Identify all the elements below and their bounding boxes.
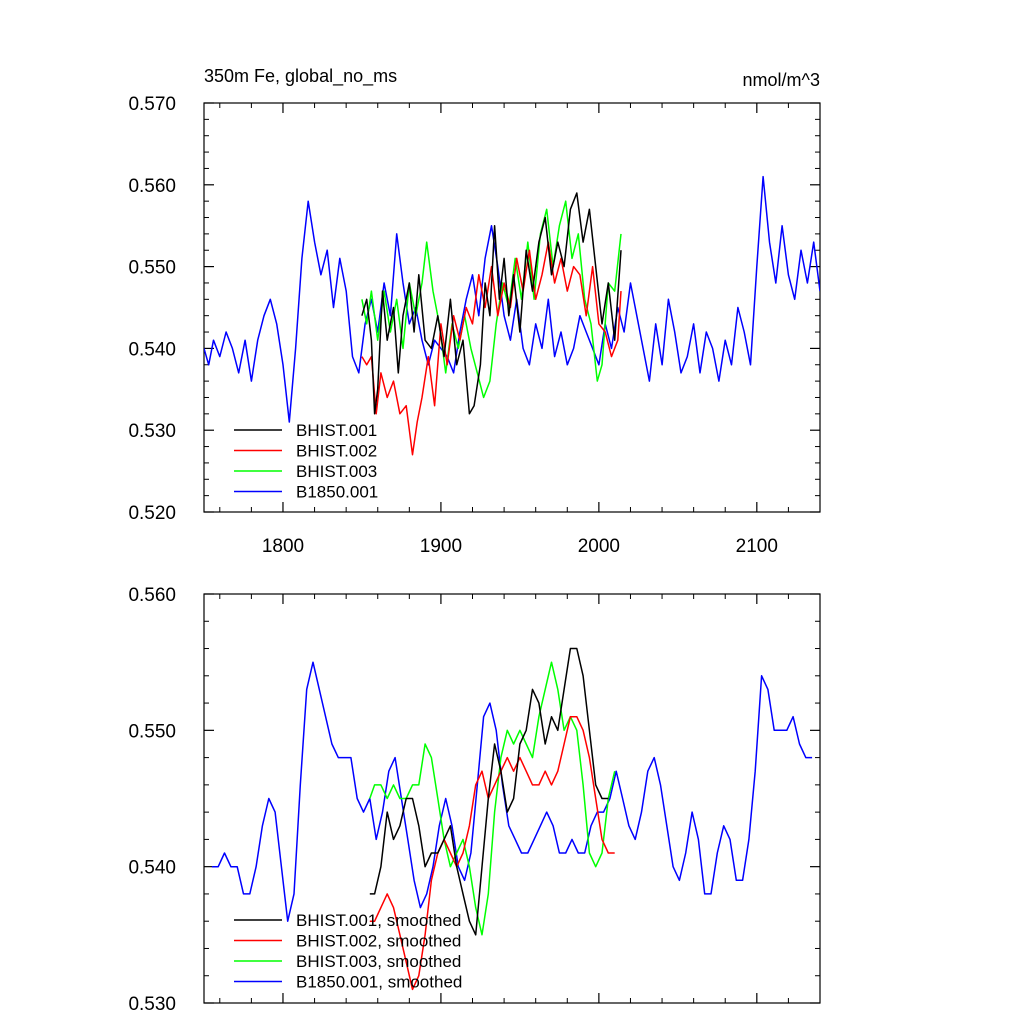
y-tick-label: 0.520	[128, 503, 176, 524]
y-tick-label: 0.570	[128, 94, 176, 115]
legend-label: BHIST.001	[296, 421, 377, 440]
plot-frame	[203, 593, 821, 1004]
series-line-bhist-001	[361, 192, 622, 415]
series-line-bhist-002	[361, 241, 622, 456]
x-tick-label: 2000	[578, 536, 620, 557]
legend-label: B1850.001, smoothed	[296, 973, 462, 992]
panel-top: 350m Fe, global_no_ms nmol/m^3 1800 1900 2…	[128, 66, 821, 557]
series-line-b1850-001	[204, 175, 820, 423]
panel-bottom: 0.530 0.540 0.550 0.560 BHIST.001, smoothed B…	[128, 585, 821, 1015]
legend-label: B1850.001	[296, 483, 378, 502]
plot-frame	[203, 102, 821, 513]
x-tick-label: 1800	[262, 536, 304, 557]
y-tick-label: 0.550	[128, 258, 176, 279]
y-tick-label: 0.530	[128, 994, 176, 1015]
legend-label: BHIST.003	[296, 462, 377, 481]
chart-title: 350m Fe, global_no_ms	[204, 66, 397, 87]
y-tick-label: 0.540	[128, 858, 176, 879]
x-tick-label: 2100	[736, 536, 778, 557]
units-label: nmol/m^3	[743, 70, 820, 90]
series-line-bhist-003-smoothed	[369, 661, 616, 936]
x-tick-label: 1900	[420, 536, 462, 557]
series-line-b1850-001-smoothed	[211, 661, 813, 922]
y-tick-label: 0.540	[128, 339, 176, 360]
series-line-bhist-003	[361, 200, 622, 399]
y-tick-label: 0.560	[128, 585, 176, 606]
legend-label: BHIST.002, smoothed	[296, 932, 461, 951]
legend-label: BHIST.001, smoothed	[296, 911, 461, 930]
y-tick-label: 0.560	[128, 176, 176, 197]
series-line-bhist-001-smoothed	[369, 647, 609, 936]
legend-label: BHIST.003, smoothed	[296, 952, 461, 971]
y-tick-label: 0.550	[128, 721, 176, 742]
series-line-bhist-002-smoothed	[369, 715, 615, 991]
y-tick-label: 0.530	[128, 421, 176, 442]
legend-label: BHIST.002	[296, 442, 377, 461]
